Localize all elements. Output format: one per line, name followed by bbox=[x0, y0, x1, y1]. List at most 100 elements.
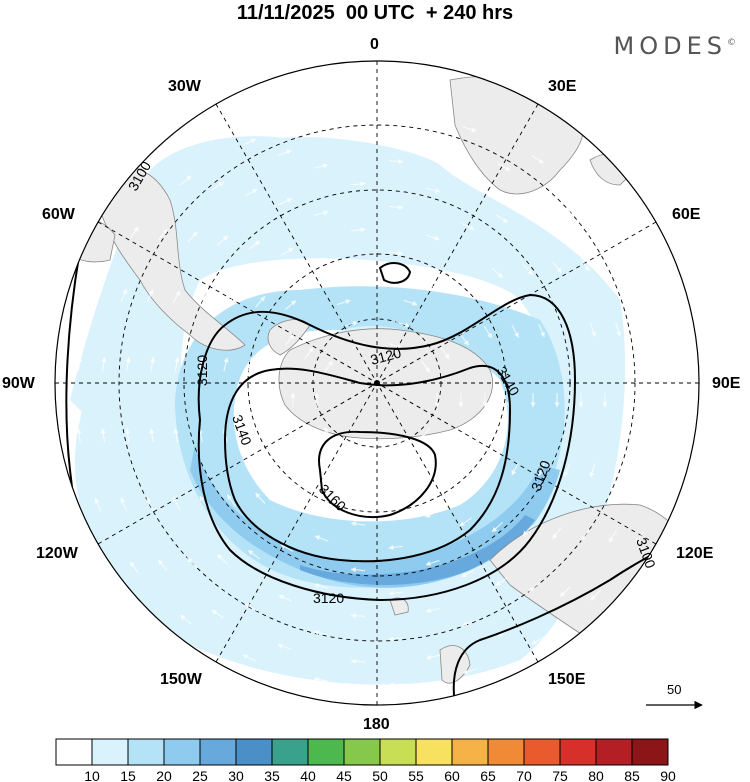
wind-vector-arrow bbox=[125, 428, 130, 443]
wind-vector-arrow bbox=[440, 347, 450, 360]
wind-vector-arrow bbox=[304, 346, 314, 360]
brand-logo: MODES© bbox=[614, 32, 736, 60]
colorbar-swatch bbox=[55, 738, 93, 766]
colorbar-swatch bbox=[271, 738, 309, 766]
lon-label-60e: 60E bbox=[672, 206, 701, 223]
wind-vector-arrow bbox=[636, 256, 644, 270]
colorbar-tick-label: 35 bbox=[264, 768, 280, 782]
wind-vector-arrow bbox=[483, 461, 493, 475]
colorbar-tick-label: 10 bbox=[84, 768, 100, 782]
wind-vector-arrow bbox=[248, 550, 260, 560]
wind-20-band bbox=[175, 286, 565, 588]
colorbar-swatch bbox=[307, 738, 345, 766]
wind-vector-arrow bbox=[217, 235, 229, 246]
wind-vector-arrow bbox=[125, 356, 131, 372]
colorbar-tick-label: 80 bbox=[588, 768, 604, 782]
colorbar-tick-label: 45 bbox=[336, 768, 352, 782]
lon-label-120w: 120W bbox=[36, 545, 78, 562]
lon-label-90e: 90E bbox=[712, 375, 741, 392]
map-boundary bbox=[54, 60, 700, 706]
colorbar-tick-label: 60 bbox=[444, 768, 460, 782]
wind-vector-arrow bbox=[313, 163, 329, 169]
wind-vector-arrow bbox=[403, 494, 418, 501]
wind-vector-arrow bbox=[211, 181, 225, 191]
wind-vector-arrow bbox=[146, 289, 154, 303]
wind-vector-arrow bbox=[559, 203, 571, 214]
lon-label-60w: 60W bbox=[42, 206, 75, 223]
wind-vector-arrow bbox=[314, 210, 329, 216]
wind-vector-arrow bbox=[120, 288, 128, 303]
contour-label: 3120 bbox=[313, 590, 344, 606]
contour-label: 3120 bbox=[194, 355, 210, 386]
wind-vector-arrow bbox=[589, 463, 596, 478]
wind-vector-arrow bbox=[462, 668, 477, 675]
wind-vector-arrow bbox=[158, 559, 168, 572]
wind-vector-arrow bbox=[552, 261, 562, 273]
wind-vector-arrow bbox=[580, 259, 590, 272]
wind-vector-arrow bbox=[100, 428, 106, 443]
colorbar-swatch bbox=[127, 738, 165, 766]
wind-vector-arrow bbox=[242, 654, 256, 662]
contour-label: 3120 bbox=[369, 344, 403, 368]
brand-copyright: © bbox=[727, 38, 736, 48]
wind-vector-arrow bbox=[351, 273, 366, 279]
wind-vector-arrow bbox=[172, 290, 181, 304]
wind-vector-arrow bbox=[158, 228, 168, 241]
wind-vector-arrow bbox=[226, 293, 236, 306]
wind-vector-arrow bbox=[461, 569, 475, 578]
colorbar-tick-label: 55 bbox=[408, 768, 424, 782]
antarctic-peninsula bbox=[267, 319, 311, 356]
wind-vector-arrow bbox=[343, 472, 358, 479]
wind-vector-arrow bbox=[280, 544, 294, 553]
colorbar-swatch bbox=[199, 738, 237, 766]
map-title: 11/11/2025 00 UTC + 240 hrs bbox=[236, 2, 514, 24]
wind-vector-arrow bbox=[129, 561, 139, 574]
wind-vector-arrow bbox=[247, 428, 253, 443]
contour-label: 3160 bbox=[316, 481, 349, 514]
wind-vector-arrow bbox=[336, 494, 351, 501]
wind-vector-arrow bbox=[351, 181, 366, 187]
wind-vector-arrow bbox=[388, 636, 403, 642]
wind-vector-arrow bbox=[277, 643, 292, 650]
wind-vector-arrow bbox=[538, 462, 545, 477]
wind-vector-arrow bbox=[223, 357, 229, 372]
wind-vector-arrow bbox=[199, 357, 204, 372]
colorbar-tick-label: 70 bbox=[516, 768, 532, 782]
wind-vector-arrow bbox=[199, 291, 208, 305]
wind-vector-arrow bbox=[284, 300, 297, 311]
wind-vector-arrow bbox=[150, 356, 156, 372]
wind-vector-arrow bbox=[388, 158, 404, 164]
wind-vector-arrow bbox=[76, 428, 82, 443]
lon-label-150w: 150W bbox=[160, 671, 202, 688]
colorbar-swatch bbox=[343, 738, 381, 766]
wind-vector-arrow bbox=[278, 595, 293, 602]
wind-vector-arrow bbox=[120, 497, 128, 512]
wind-vector-arrow bbox=[538, 323, 545, 338]
wind-vector-arrow bbox=[425, 654, 441, 660]
wind-vector-arrow bbox=[284, 489, 297, 500]
wind-vector-arrow bbox=[589, 322, 596, 337]
wind-vector-arrow bbox=[495, 214, 509, 223]
wind-vector-arrow bbox=[522, 525, 533, 537]
contour-3120-main bbox=[197, 293, 577, 602]
contour-3160 bbox=[318, 430, 437, 519]
wind-vector-arrow bbox=[640, 322, 646, 337]
colorbar-swatch bbox=[631, 738, 669, 766]
wind-vector-arrow bbox=[285, 333, 295, 346]
wind-vector-arrow bbox=[459, 517, 472, 527]
wind-vector-arrow bbox=[350, 521, 366, 527]
lon-label-150e: 150E bbox=[548, 671, 586, 688]
vector-reference-arrow bbox=[646, 700, 703, 710]
wind-vector-arrow bbox=[608, 530, 617, 543]
wind-vector-arrow bbox=[350, 567, 366, 573]
wind-30-core bbox=[300, 515, 535, 585]
wind-vector-arrow bbox=[255, 296, 266, 308]
contour-3120-pole-loop bbox=[378, 262, 412, 284]
wind-vector-arrow bbox=[531, 636, 544, 645]
vector-reference-value: 50 bbox=[667, 682, 682, 697]
colorbar-swatch bbox=[559, 738, 597, 766]
wind-vector-arrow bbox=[388, 204, 404, 210]
brand-name: MODES bbox=[613, 32, 727, 60]
wind-vector-arrow bbox=[497, 163, 511, 171]
